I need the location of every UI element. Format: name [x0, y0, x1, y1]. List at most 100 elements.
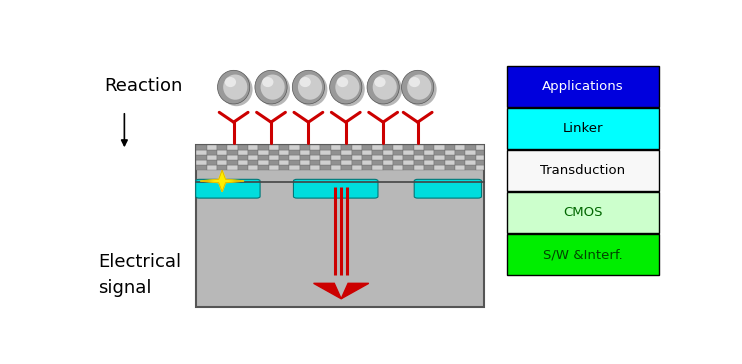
Bar	[383, 165, 393, 170]
Bar	[310, 165, 321, 170]
Bar	[227, 160, 237, 165]
Bar	[424, 160, 434, 165]
Ellipse shape	[260, 75, 285, 100]
Bar	[196, 150, 206, 155]
Bar	[444, 145, 455, 150]
Bar	[507, 66, 659, 107]
Bar	[341, 160, 352, 165]
Bar	[507, 150, 659, 191]
Bar	[352, 160, 362, 165]
Text: signal: signal	[99, 278, 152, 297]
Bar	[217, 150, 227, 155]
Bar	[465, 145, 476, 150]
Bar	[227, 145, 237, 150]
Bar	[269, 145, 279, 150]
Bar	[362, 145, 372, 150]
Bar	[321, 150, 331, 155]
Bar	[476, 160, 484, 165]
Bar	[331, 155, 341, 160]
Bar	[404, 155, 413, 160]
Bar	[444, 160, 455, 165]
Ellipse shape	[257, 72, 290, 106]
Bar	[424, 150, 434, 155]
Bar	[455, 165, 465, 170]
Bar	[248, 155, 258, 160]
Bar	[258, 150, 269, 155]
Bar	[404, 150, 413, 155]
Bar	[227, 155, 237, 160]
Ellipse shape	[337, 77, 348, 87]
Bar	[393, 160, 404, 165]
Bar	[341, 150, 352, 155]
Text: S/W &Interf.: S/W &Interf.	[543, 248, 623, 261]
Bar	[424, 155, 434, 160]
Bar	[206, 150, 217, 155]
Bar	[434, 145, 444, 150]
Bar	[196, 145, 484, 307]
Bar	[206, 160, 217, 165]
Bar	[476, 145, 484, 150]
Bar	[289, 160, 300, 165]
Bar	[289, 165, 300, 170]
Bar	[372, 165, 383, 170]
Bar	[217, 160, 227, 165]
Bar	[206, 145, 217, 150]
Bar	[372, 150, 383, 155]
Bar	[424, 145, 434, 150]
Bar	[383, 150, 393, 155]
Ellipse shape	[370, 72, 402, 106]
Text: Linker: Linker	[562, 122, 603, 135]
Bar	[383, 145, 393, 150]
Bar	[289, 145, 300, 150]
Bar	[455, 150, 465, 155]
Bar	[300, 165, 310, 170]
Bar	[321, 145, 331, 150]
Ellipse shape	[298, 75, 322, 100]
Bar	[258, 160, 269, 165]
Ellipse shape	[372, 75, 397, 100]
Bar	[352, 155, 362, 160]
Bar	[413, 165, 424, 170]
Bar	[362, 155, 372, 160]
Text: Applications: Applications	[542, 80, 624, 93]
Ellipse shape	[332, 72, 365, 106]
Bar	[393, 145, 404, 150]
Bar	[206, 155, 217, 160]
Bar	[321, 155, 331, 160]
Bar	[413, 145, 424, 150]
Ellipse shape	[225, 77, 236, 87]
Bar	[507, 108, 659, 149]
Bar	[289, 155, 300, 160]
Bar	[434, 160, 444, 165]
Bar	[248, 145, 258, 150]
Bar	[383, 155, 393, 160]
FancyBboxPatch shape	[196, 179, 260, 198]
Bar	[331, 165, 341, 170]
Bar	[310, 155, 321, 160]
Bar	[300, 155, 310, 160]
FancyBboxPatch shape	[293, 179, 378, 198]
Bar	[310, 160, 321, 165]
Bar	[383, 160, 393, 165]
Bar	[217, 165, 227, 170]
Bar	[258, 155, 269, 160]
Bar	[331, 160, 341, 165]
Bar	[248, 160, 258, 165]
Ellipse shape	[223, 75, 247, 100]
Bar	[455, 155, 465, 160]
Bar	[393, 155, 404, 160]
Bar	[413, 155, 424, 160]
Bar	[404, 165, 413, 170]
Bar	[279, 145, 289, 150]
Bar	[279, 155, 289, 160]
Bar	[404, 160, 413, 165]
Bar	[465, 155, 476, 160]
Text: Reaction: Reaction	[104, 77, 183, 95]
Bar	[206, 165, 217, 170]
Ellipse shape	[374, 77, 386, 87]
Bar	[434, 150, 444, 155]
Ellipse shape	[255, 70, 287, 104]
Bar	[279, 160, 289, 165]
Bar	[341, 145, 352, 150]
Ellipse shape	[367, 70, 399, 104]
